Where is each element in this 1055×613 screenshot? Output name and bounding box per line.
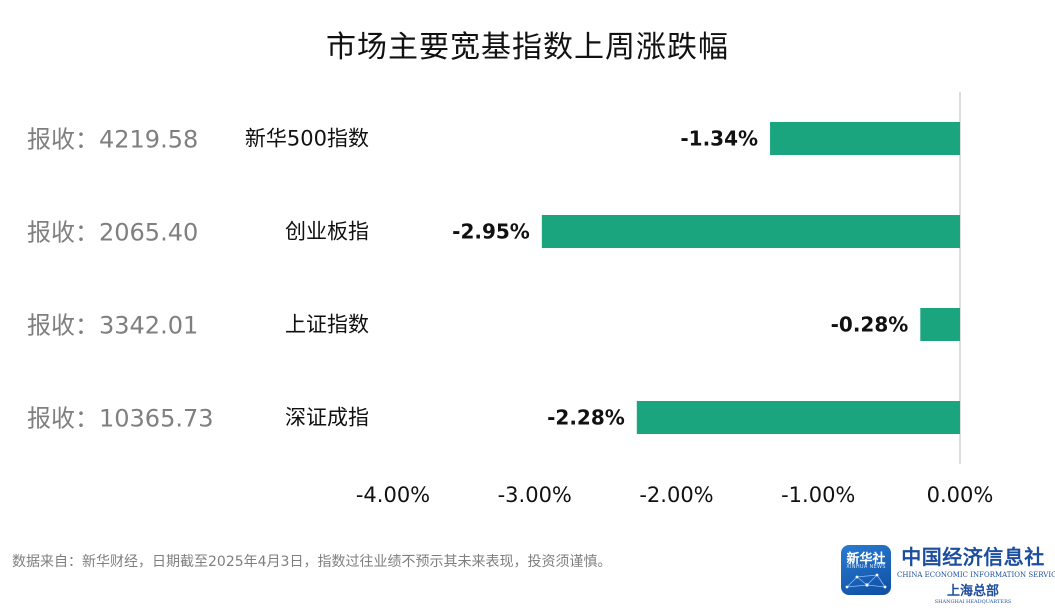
bar	[920, 308, 960, 341]
bar	[770, 122, 960, 155]
xinhua-logo-name: 新华社	[846, 552, 886, 567]
category-label: 创业板指	[285, 220, 369, 244]
close-price-label: 报收：10365.73	[27, 405, 214, 433]
ceis-logo-sh: 上海总部	[946, 584, 999, 599]
bar-chart: -1.34% 新华500指数 报收：4219.58 -2.95% 创业板指 报收：2065…	[27, 92, 994, 507]
data-label: -0.28%	[831, 313, 909, 337]
x-tick-label: -1.00%	[781, 483, 855, 507]
ceis-logo-sh-en: SHANGHAI HEADQUARTERS	[934, 599, 1012, 605]
close-price-label: 报收：2065.40	[27, 219, 198, 247]
network-graphic-icon	[845, 573, 887, 589]
data-label: -2.28%	[547, 406, 625, 430]
category-label: 上证指数	[285, 313, 369, 337]
close-price-label: 报收：3342.01	[27, 312, 198, 340]
source-footnote: 数据来自：新华财经，日期截至2025年4月3日，指数过往业绩不预示其未来表现，投…	[12, 554, 612, 570]
category-label: 深证成指	[285, 406, 369, 430]
x-tick-label: -4.00%	[356, 483, 430, 507]
category-label: 新华500指数	[245, 127, 369, 151]
ceis-logo-cn: 中国经济信息社	[901, 545, 1045, 569]
ceis-logo: 中国经济信息社 CHINA ECONOMIC INFORMATION SERVI…	[897, 541, 1055, 605]
x-tick-label: -3.00%	[498, 483, 572, 507]
data-label: -2.95%	[452, 220, 530, 244]
close-price-label: 报收：4219.58	[27, 126, 198, 154]
data-label: -1.34%	[680, 127, 758, 151]
bar	[541, 215, 960, 248]
ceis-logo-en: CHINA ECONOMIC INFORMATION SERVICE	[897, 571, 1055, 579]
xinhua-logo-sub: XINHUA NEWS	[846, 564, 886, 570]
xinhua-logo: 新华社 XINHUA NEWS	[841, 545, 891, 595]
x-tick-label: -2.00%	[639, 483, 713, 507]
chart-title: 市场主要宽基指数上周涨跌幅	[326, 30, 729, 65]
bar	[636, 401, 960, 434]
x-tick-label: 0.00%	[927, 483, 994, 507]
